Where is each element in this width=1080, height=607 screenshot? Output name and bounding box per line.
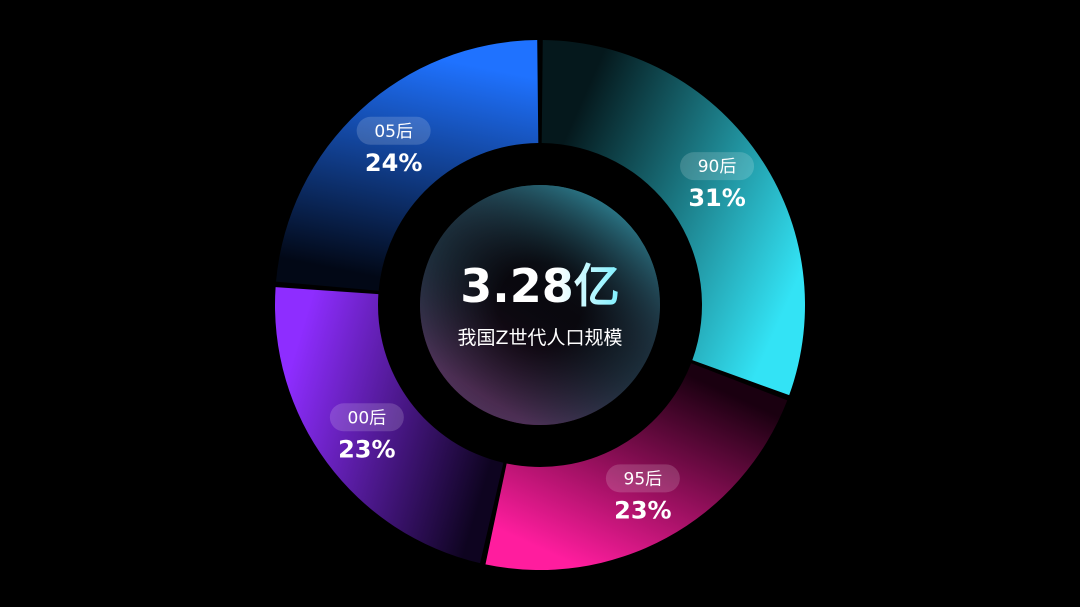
slice-label-pill (605, 464, 680, 493)
slice-90后 (541, 40, 805, 396)
slice-label: 05后 (374, 122, 413, 142)
slice-label: 00后 (348, 408, 387, 428)
slice-label-pill (356, 116, 431, 145)
center-label: 我国Z世代人口规模 (457, 327, 622, 349)
slice-label-pill (329, 403, 404, 432)
slice-label: 95后 (624, 469, 663, 489)
center-value: 3.28亿 (460, 259, 620, 313)
slice-value-label: 31% (688, 184, 745, 212)
slice-value-label: 23% (338, 435, 395, 463)
slice-00后 (274, 287, 504, 564)
slice-label: 90后 (698, 157, 737, 177)
center-disc-shade (420, 185, 660, 425)
slice-value-label: 23% (614, 496, 671, 524)
slice-95后 (485, 363, 788, 570)
slice-value-label: 24% (365, 149, 422, 177)
slice-05后 (276, 40, 539, 291)
slice-label-pill (680, 152, 755, 181)
